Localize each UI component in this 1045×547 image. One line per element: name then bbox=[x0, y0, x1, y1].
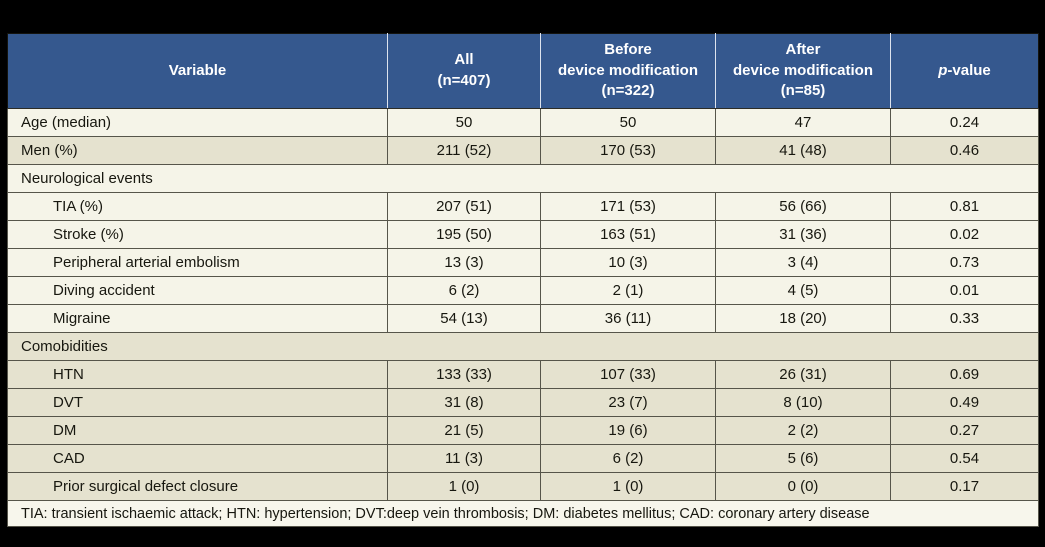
column-header-all-line1: All bbox=[454, 51, 474, 69]
section-label: Neurological events bbox=[7, 164, 1039, 193]
cell-after: 41 (48) bbox=[715, 136, 891, 165]
table-body: Age (median) 50 50 47 0.24 Men (%) 211 (… bbox=[7, 108, 1039, 527]
cell-all: 1 (0) bbox=[387, 472, 541, 501]
cell-before: 50 bbox=[540, 108, 716, 137]
column-header-before: Before device modification (n=322) bbox=[540, 33, 716, 109]
cell-after: 0 (0) bbox=[715, 472, 891, 501]
column-header-before-line1: Before bbox=[604, 40, 652, 58]
table-row-age: Age (median) 50 50 47 0.24 bbox=[7, 108, 1039, 137]
column-header-after-line3: (n=85) bbox=[780, 82, 826, 100]
row-label: DVT bbox=[7, 388, 388, 417]
column-header-after: After device modification (n=85) bbox=[715, 33, 891, 109]
cell-all: 211 (52) bbox=[387, 136, 541, 165]
cell-before: 6 (2) bbox=[540, 444, 716, 473]
cell-pvalue: 0.27 bbox=[890, 416, 1039, 445]
table-row-prior-surgical-defect-closure: Prior surgical defect closure 1 (0) 1 (0… bbox=[7, 472, 1039, 501]
table-row-peripheral-arterial-embolism: Peripheral arterial embolism 13 (3) 10 (… bbox=[7, 248, 1039, 277]
cell-pvalue: 0.01 bbox=[890, 276, 1039, 305]
cell-before: 23 (7) bbox=[540, 388, 716, 417]
header-row: Variable All (n=407) Before device modif… bbox=[7, 33, 1039, 109]
abbreviations-footnote: TIA: transient ischaemic attack; HTN: hy… bbox=[7, 500, 1039, 527]
cell-before: 170 (53) bbox=[540, 136, 716, 165]
row-label: Migraine bbox=[7, 304, 388, 333]
cell-after: 56 (66) bbox=[715, 192, 891, 221]
cell-all: 21 (5) bbox=[387, 416, 541, 445]
table-header: Variable All (n=407) Before device modif… bbox=[7, 33, 1039, 109]
cell-before: 171 (53) bbox=[540, 192, 716, 221]
row-label: Stroke (%) bbox=[7, 220, 388, 249]
cell-after: 5 (6) bbox=[715, 444, 891, 473]
row-label: Diving accident bbox=[7, 276, 388, 305]
cell-after: 8 (10) bbox=[715, 388, 891, 417]
cell-pvalue: 0.49 bbox=[890, 388, 1039, 417]
table-row-migraine: Migraine 54 (13) 36 (11) 18 (20) 0.33 bbox=[7, 304, 1039, 333]
row-label: Men (%) bbox=[7, 136, 388, 165]
cell-before: 1 (0) bbox=[540, 472, 716, 501]
section-row-neurological-events: Neurological events bbox=[7, 164, 1039, 193]
column-header-after-line1: After bbox=[785, 40, 821, 58]
table-row-dm: DM 21 (5) 19 (6) 2 (2) 0.27 bbox=[7, 416, 1039, 445]
cell-after: 26 (31) bbox=[715, 360, 891, 389]
row-label: HTN bbox=[7, 360, 388, 389]
row-label: Age (median) bbox=[7, 108, 388, 137]
table-row-htn: HTN 133 (33) 107 (33) 26 (31) 0.69 bbox=[7, 360, 1039, 389]
cell-after: 2 (2) bbox=[715, 416, 891, 445]
cell-all: 13 (3) bbox=[387, 248, 541, 277]
column-header-before-line2: device modification bbox=[557, 61, 699, 79]
cell-pvalue: 0.73 bbox=[890, 248, 1039, 277]
row-label: CAD bbox=[7, 444, 388, 473]
cell-pvalue: 0.33 bbox=[890, 304, 1039, 333]
table-row-men: Men (%) 211 (52) 170 (53) 41 (48) 0.46 bbox=[7, 136, 1039, 165]
column-header-pvalue-p: p bbox=[938, 61, 948, 79]
cell-before: 36 (11) bbox=[540, 304, 716, 333]
row-label: TIA (%) bbox=[7, 192, 388, 221]
column-header-variable: Variable bbox=[7, 33, 388, 109]
table-row-stroke: Stroke (%) 195 (50) 163 (51) 31 (36) 0.0… bbox=[7, 220, 1039, 249]
section-row-comobidities: Comobidities bbox=[7, 332, 1039, 361]
row-label: DM bbox=[7, 416, 388, 445]
cell-all: 195 (50) bbox=[387, 220, 541, 249]
cell-pvalue: 0.69 bbox=[890, 360, 1039, 389]
cell-before: 163 (51) bbox=[540, 220, 716, 249]
cell-all: 11 (3) bbox=[387, 444, 541, 473]
cell-all: 31 (8) bbox=[387, 388, 541, 417]
cell-before: 107 (33) bbox=[540, 360, 716, 389]
table-row-cad: CAD 11 (3) 6 (2) 5 (6) 0.54 bbox=[7, 444, 1039, 473]
cell-pvalue: 0.24 bbox=[890, 108, 1039, 137]
column-header-pvalue-rest: -value bbox=[947, 61, 991, 79]
column-header-pvalue: p-value bbox=[890, 33, 1039, 109]
cell-before: 2 (1) bbox=[540, 276, 716, 305]
table-row-dvt: DVT 31 (8) 23 (7) 8 (10) 0.49 bbox=[7, 388, 1039, 417]
cell-after: 18 (20) bbox=[715, 304, 891, 333]
footnote-row: TIA: transient ischaemic attack; HTN: hy… bbox=[7, 500, 1039, 527]
cell-after: 4 (5) bbox=[715, 276, 891, 305]
row-label: Prior surgical defect closure bbox=[7, 472, 388, 501]
row-label: Peripheral arterial embolism bbox=[7, 248, 388, 277]
column-header-before-line3: (n=322) bbox=[601, 82, 655, 100]
cell-all: 54 (13) bbox=[387, 304, 541, 333]
cell-before: 19 (6) bbox=[540, 416, 716, 445]
table-row-tia: TIA (%) 207 (51) 171 (53) 56 (66) 0.81 bbox=[7, 192, 1039, 221]
cell-pvalue: 0.81 bbox=[890, 192, 1039, 221]
column-header-all: All (n=407) bbox=[387, 33, 541, 109]
cell-pvalue: 0.46 bbox=[890, 136, 1039, 165]
cell-pvalue: 0.17 bbox=[890, 472, 1039, 501]
cell-pvalue: 0.54 bbox=[890, 444, 1039, 473]
cell-after: 31 (36) bbox=[715, 220, 891, 249]
cell-all: 133 (33) bbox=[387, 360, 541, 389]
cell-all: 50 bbox=[387, 108, 541, 137]
column-header-all-line2: (n=407) bbox=[437, 72, 491, 89]
table-row-diving-accident: Diving accident 6 (2) 2 (1) 4 (5) 0.01 bbox=[7, 276, 1039, 305]
cell-after: 3 (4) bbox=[715, 248, 891, 277]
cell-pvalue: 0.02 bbox=[890, 220, 1039, 249]
section-label: Comobidities bbox=[7, 332, 1039, 361]
column-header-variable-label: Variable bbox=[168, 61, 227, 79]
cell-all: 6 (2) bbox=[387, 276, 541, 305]
patient-characteristics-table: Variable All (n=407) Before device modif… bbox=[7, 33, 1039, 527]
cell-all: 207 (51) bbox=[387, 192, 541, 221]
column-header-after-line2: device modification bbox=[732, 61, 874, 79]
cell-after: 47 bbox=[715, 108, 891, 137]
cell-before: 10 (3) bbox=[540, 248, 716, 277]
